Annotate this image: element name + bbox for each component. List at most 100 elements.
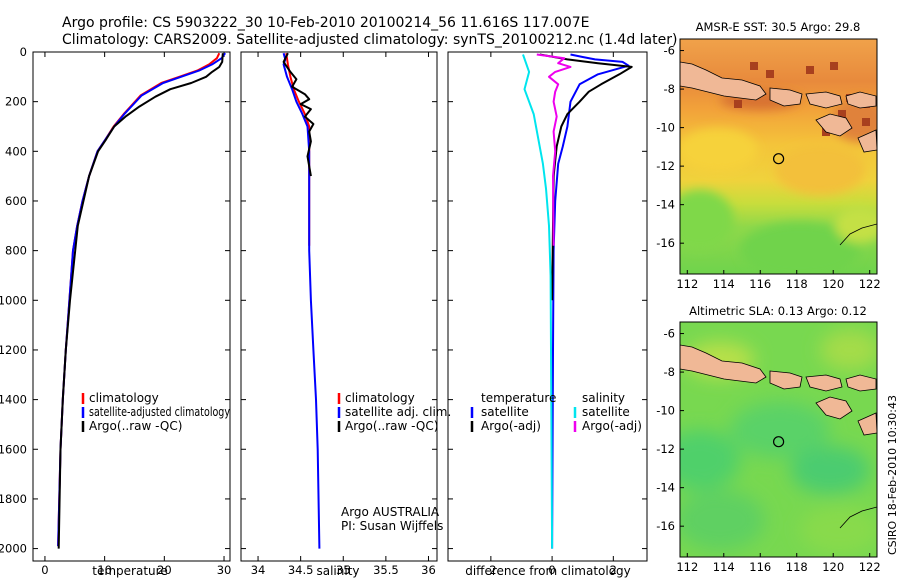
map-y-tick-label: -8 xyxy=(664,82,675,96)
difference-xlabel: difference from climatology xyxy=(465,564,631,578)
figure-title-line1: Argo profile: CS 5903222_30 10-Feb-2010 … xyxy=(62,15,589,31)
temperature-xlabel: temperature xyxy=(92,564,167,578)
annotation-pi: PI: Susan Wijffels xyxy=(341,519,443,533)
sla-argo-marker xyxy=(772,436,785,448)
series-line-climatology xyxy=(285,53,311,246)
sst-map xyxy=(680,39,877,274)
x-tick-label: 10 xyxy=(97,563,112,577)
legend-label-sal-argo: Argo(-adj) xyxy=(582,419,642,433)
y-tick-label: 1400 xyxy=(0,393,27,407)
x-tick-label: 0 xyxy=(41,563,48,577)
temperature-series xyxy=(57,52,227,549)
y-tick-label: 1200 xyxy=(0,343,27,357)
legend-header-salinity: salinity xyxy=(582,391,625,405)
map-x-tick-label: 122 xyxy=(859,277,881,291)
x-tick-label: 34.5 xyxy=(288,563,314,577)
y-tick-label: 1800 xyxy=(0,492,27,506)
map-x-tick-label: 114 xyxy=(713,277,735,291)
sst-map-title: AMSR-E SST: 30.5 Argo: 29.8 xyxy=(696,20,861,34)
map-x-tick-label: 118 xyxy=(786,560,808,574)
series-line-salinity-argo-adj xyxy=(536,53,572,246)
x-tick-label: -2 xyxy=(485,563,496,577)
x-tick-label: 30 xyxy=(217,563,232,577)
sst-argo-marker xyxy=(772,153,785,165)
map-y-tick-label: -14 xyxy=(656,198,675,212)
y-tick-label: 600 xyxy=(5,194,27,208)
sla-blotches xyxy=(680,330,877,554)
legend-label-temp-satellite: satellite xyxy=(481,405,529,419)
map-x-tick-label: 112 xyxy=(676,277,698,291)
map-y-tick-label: -14 xyxy=(656,481,675,495)
sst-coast-australia xyxy=(839,223,877,246)
y-tick-label: 200 xyxy=(5,95,27,109)
x-tick-label: 35 xyxy=(336,563,351,577)
temperature-legend: climatology satellite-adjusted climatolo… xyxy=(81,391,230,433)
annotation-argo-australia: Argo AUSTRALIA xyxy=(341,505,440,519)
map-x-tick-label: 116 xyxy=(749,277,771,291)
salinity-xlabel: salinity xyxy=(316,564,359,578)
sla-map xyxy=(680,322,877,557)
legend-label-climatology: climatology xyxy=(89,391,159,405)
y-tick-label: 400 xyxy=(5,144,27,158)
sla-map-title: Altimetric SLA: 0.13 Argo: 0.12 xyxy=(689,304,867,318)
y-tick-label: 1000 xyxy=(0,293,27,307)
x-tick-label: 0 xyxy=(548,563,555,577)
map-x-tick-label: 112 xyxy=(676,560,698,574)
map-y-tick-label: -8 xyxy=(664,365,675,379)
legend-label-sal-satellite: satellite xyxy=(582,405,630,419)
x-tick-label: 20 xyxy=(157,563,172,577)
map-y-tick-label: -10 xyxy=(656,121,675,135)
legend-header-temperature: temperature xyxy=(481,391,556,405)
series-line-salinity-satellite xyxy=(522,54,554,549)
difference-panel-frame xyxy=(447,51,648,562)
salinity-legend: climatology satellite adj. clim. Argo(..… xyxy=(337,391,451,533)
sla-map-frame xyxy=(679,321,878,558)
legend-label-satellite: satellite-adjusted climatology xyxy=(89,405,230,419)
y-tick-label: 2000 xyxy=(0,542,27,556)
figure-title-line2: Climatology: CARS2009. Satellite-adjuste… xyxy=(62,32,677,48)
map-x-tick-label: 116 xyxy=(749,560,771,574)
map-y-tick-label: -16 xyxy=(656,519,675,533)
legend-label-argo: Argo(..raw -QC) xyxy=(89,419,182,433)
map-x-tick-label: 122 xyxy=(859,560,881,574)
map-y-tick-label: -12 xyxy=(656,442,675,456)
map-y-tick-label: -12 xyxy=(656,159,675,173)
salinity-series xyxy=(282,52,321,549)
map-y-tick-label: -6 xyxy=(664,327,675,341)
legend-label-climatology: climatology xyxy=(345,391,415,405)
sst-map-frame xyxy=(679,38,878,275)
x-tick-label: 34 xyxy=(251,563,266,577)
series-line-satellite-adj-clim xyxy=(282,52,321,549)
sla-coast-australia xyxy=(839,506,877,529)
legend-label-argo: Argo(..raw -QC) xyxy=(345,419,438,433)
x-tick-label: 36 xyxy=(421,563,436,577)
sst-map-axes: 112 114 116 118 120 122 -6 -8 -10 -12 -14 -16 xyxy=(656,44,880,291)
temperature-panel-frame xyxy=(32,51,231,562)
salinity-axes: 34 34.5 35 35.5 36 xyxy=(241,51,437,577)
y-tick-label: 1600 xyxy=(0,442,27,456)
map-x-tick-label: 120 xyxy=(822,277,844,291)
map-x-tick-label: 118 xyxy=(786,277,808,291)
sst-land xyxy=(680,61,877,153)
y-tick-label: 800 xyxy=(5,244,27,258)
difference-series xyxy=(522,53,633,549)
map-y-tick-label: -16 xyxy=(656,236,675,250)
temperature-axes: 0 10 20 30 0 200 400 600 800 1000 1200 1400 1600 1800… xyxy=(0,45,231,577)
y-tick-label: 0 xyxy=(20,45,27,59)
csiro-timestamp: CSIRO 18-Feb-2010 10:30:43 xyxy=(886,395,899,555)
map-x-tick-label: 120 xyxy=(822,560,844,574)
legend-label-temp-argo: Argo(-adj) xyxy=(481,419,541,433)
difference-axes: -2 0 2 xyxy=(448,51,647,577)
map-x-tick-label: 114 xyxy=(713,560,735,574)
legend-label-satellite: satellite adj. clim. xyxy=(345,405,451,419)
series-line-argo-raw-qc xyxy=(57,53,224,549)
sla-land xyxy=(680,344,877,436)
difference-legend: temperature satellite Argo(-adj) salinit… xyxy=(470,391,642,433)
map-y-tick-label: -10 xyxy=(656,404,675,418)
x-tick-label: 2 xyxy=(610,563,617,577)
sla-map-axes: 112 114 116 118 120 122 -6 -8 -10 -12 -14 -16 xyxy=(656,327,880,574)
salinity-panel-frame xyxy=(240,51,438,562)
series-line-argo-raw-qc xyxy=(282,52,315,177)
x-tick-label: 35.5 xyxy=(373,563,399,577)
